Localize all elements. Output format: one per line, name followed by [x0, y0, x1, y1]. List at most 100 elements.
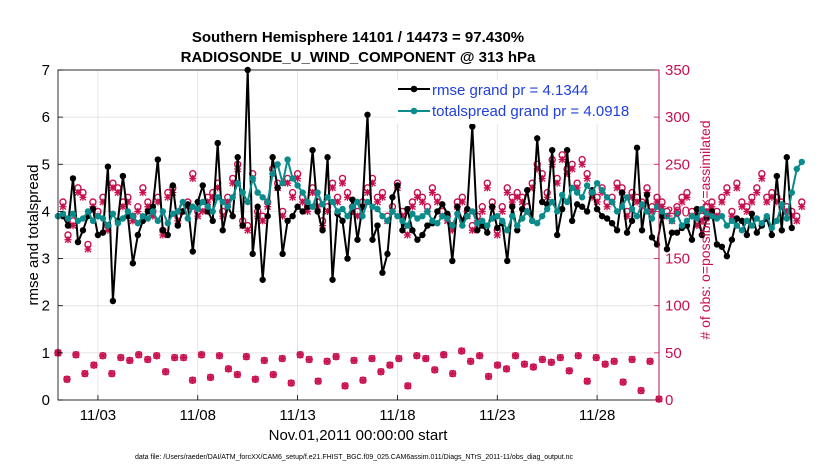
rmse-point: [399, 227, 406, 234]
rmse-point: [773, 172, 781, 180]
rmse-point: [324, 154, 331, 161]
rmse-point: [474, 227, 481, 234]
spread-point: [499, 217, 506, 225]
spread-point: [683, 217, 691, 225]
obs-low-assimilated-marker: [449, 370, 457, 378]
obs-assimilated-marker: [284, 179, 292, 187]
spread-point: [713, 215, 721, 222]
spread-point: [578, 194, 586, 201]
obs-low-assimilated-marker: [332, 353, 340, 361]
rmse-point: [169, 182, 177, 189]
obs-low-assimilated-marker: [404, 382, 412, 390]
spread-point: [768, 224, 776, 232]
spread-point: [149, 208, 157, 215]
rmse-point: [279, 250, 286, 258]
obs-assimilated-marker: [189, 174, 197, 182]
spread-point: [424, 208, 431, 215]
obs-assimilated-marker: [408, 203, 416, 211]
spread-point: [733, 222, 741, 229]
rmse-point: [269, 154, 276, 161]
rmse-point: [419, 231, 426, 239]
obs-assimilated-marker: [418, 198, 426, 206]
spread-point: [494, 212, 501, 220]
rmse-point: [159, 227, 167, 234]
left-tick-label: 5: [42, 156, 50, 173]
right-tick-label: 200: [665, 203, 690, 220]
obs-assimilated-marker: [493, 231, 501, 239]
obs-low-assimilated-marker: [126, 356, 134, 364]
spread-point: [109, 210, 117, 217]
spread-point: [419, 212, 426, 220]
rmse-point: [444, 210, 451, 217]
obs-low-assimilated-marker: [153, 352, 161, 360]
spread-point: [693, 215, 701, 222]
rmse-point: [364, 111, 371, 118]
obs-low-assimilated-marker: [135, 351, 143, 359]
obs-assimilated-marker: [259, 217, 267, 225]
rmse-point: [534, 135, 541, 142]
rmse-point: [668, 229, 676, 236]
chart-title: Southern Hemisphere 14101 / 14473 = 97.4…: [192, 29, 524, 46]
spread-point: [598, 187, 606, 194]
obs-low-assimilated-marker: [422, 355, 430, 363]
spread-point: [454, 210, 461, 217]
obs-low-assimilated-marker: [260, 356, 268, 364]
right-tick-label: 0: [665, 392, 673, 409]
obs-assimilated-marker: [798, 203, 806, 211]
spread-point: [164, 220, 172, 227]
spread-point: [234, 179, 241, 187]
spread-point: [174, 208, 182, 215]
obs-low-assimilated-marker: [206, 373, 214, 381]
obs-low-assimilated-marker: [458, 347, 466, 355]
spread-point: [444, 215, 451, 222]
rmse-point: [703, 215, 711, 222]
obs-assimilated-marker: [583, 174, 591, 182]
legend: rmse grand pr = 4.1344 totalspread grand…: [396, 80, 653, 124]
spread-point: [728, 217, 736, 225]
obs-low-assimilated-marker: [189, 376, 197, 384]
spread-point: [339, 205, 346, 213]
obs-assimilated-marker: [513, 193, 521, 201]
spread-point: [379, 212, 386, 220]
spread-point: [259, 194, 266, 201]
spread-point: [219, 198, 226, 206]
rmse-point: [548, 146, 556, 154]
rmse-point: [264, 212, 271, 220]
rmse-point: [204, 208, 211, 215]
rmse-point: [613, 227, 621, 234]
obs-low-assimilated-marker: [341, 382, 349, 390]
left-tick-label: 7: [42, 62, 50, 79]
right-tick-label: 100: [665, 298, 690, 315]
rmse-point: [733, 215, 741, 222]
spread-point: [678, 222, 686, 229]
rmse-point: [449, 257, 456, 265]
rmse-point: [154, 156, 162, 163]
obs-low-assimilated-marker: [162, 368, 170, 376]
obs-assimilated-marker: [139, 189, 147, 197]
legend-spread-marker: [410, 107, 418, 115]
obs-low-assimilated-marker: [467, 357, 475, 365]
spread-point: [284, 156, 291, 163]
obs-low-assimilated-marker: [431, 366, 439, 374]
obs-low-assimilated-marker: [287, 379, 295, 387]
obs-assimilated-marker: [428, 189, 436, 197]
rmse-point: [174, 222, 182, 229]
spread-point: [304, 198, 311, 206]
rmse-point: [164, 231, 172, 239]
spread-point: [349, 203, 356, 210]
rmse-point: [409, 227, 416, 234]
spread-point: [409, 210, 416, 217]
spread-point: [738, 227, 746, 234]
spread-point: [633, 212, 641, 220]
obs-assimilated-marker: [344, 193, 352, 201]
obs-low-assimilated-marker: [171, 354, 179, 362]
obs-low-assimilated-marker: [610, 357, 618, 365]
legend-rmse-marker: [410, 85, 418, 93]
spread-point: [249, 175, 256, 182]
rmse-point: [239, 222, 246, 229]
spread-point: [414, 215, 421, 222]
rmse-point: [748, 210, 756, 217]
spread-point: [758, 220, 766, 227]
obs-assimilated-marker: [793, 217, 801, 225]
spread-point: [573, 189, 581, 196]
